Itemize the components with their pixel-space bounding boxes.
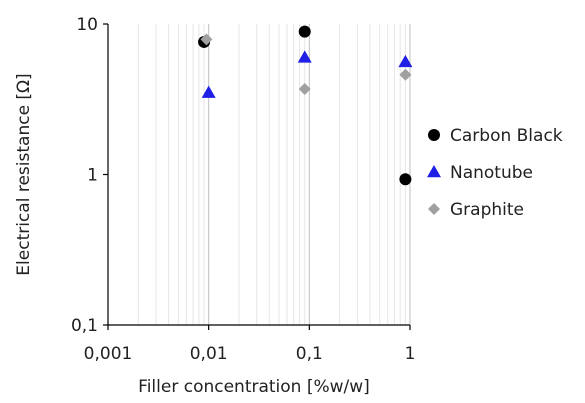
- carbon-black-point: [298, 25, 311, 38]
- graphite-point: [200, 33, 213, 46]
- x-axis-title: Filler concentration [%w/w]: [138, 377, 370, 397]
- tick-labels: 0,1 1 10 0,001 0,01 0,1 1: [71, 15, 415, 364]
- x-tick-label: 0,1: [296, 344, 323, 364]
- y-tick-label: 1: [87, 166, 98, 186]
- legend-label-nanotube: Nanotube: [450, 163, 533, 183]
- nanotube-point: [297, 50, 312, 63]
- legend-label-graphite: Graphite: [450, 200, 524, 220]
- x-tick-label: 1: [405, 344, 416, 364]
- y-tick-label: 10: [76, 15, 98, 35]
- x-tick-label: 0,001: [84, 344, 133, 364]
- nanotube-point: [398, 54, 413, 68]
- legend-marker-graphite: [428, 203, 440, 215]
- graphite-point: [298, 82, 311, 95]
- legend-marker-nanotube: [427, 165, 441, 178]
- legend-marker-carbon-black: [428, 129, 440, 141]
- data-points: [198, 25, 413, 186]
- y-axis-title: Electrical resistance [Ω]: [14, 73, 34, 275]
- grid-lines: [107, 24, 411, 325]
- legend-label-carbon-black: Carbon Black: [450, 126, 563, 146]
- axes: [103, 23, 411, 330]
- x-tick-label: 0,01: [190, 344, 228, 364]
- y-tick-label: 0,1: [71, 316, 98, 336]
- nanotube-point: [201, 85, 216, 98]
- legend: Carbon Black Nanotube Graphite: [427, 126, 563, 220]
- graphite-point: [399, 68, 412, 81]
- carbon-black-point: [399, 173, 412, 186]
